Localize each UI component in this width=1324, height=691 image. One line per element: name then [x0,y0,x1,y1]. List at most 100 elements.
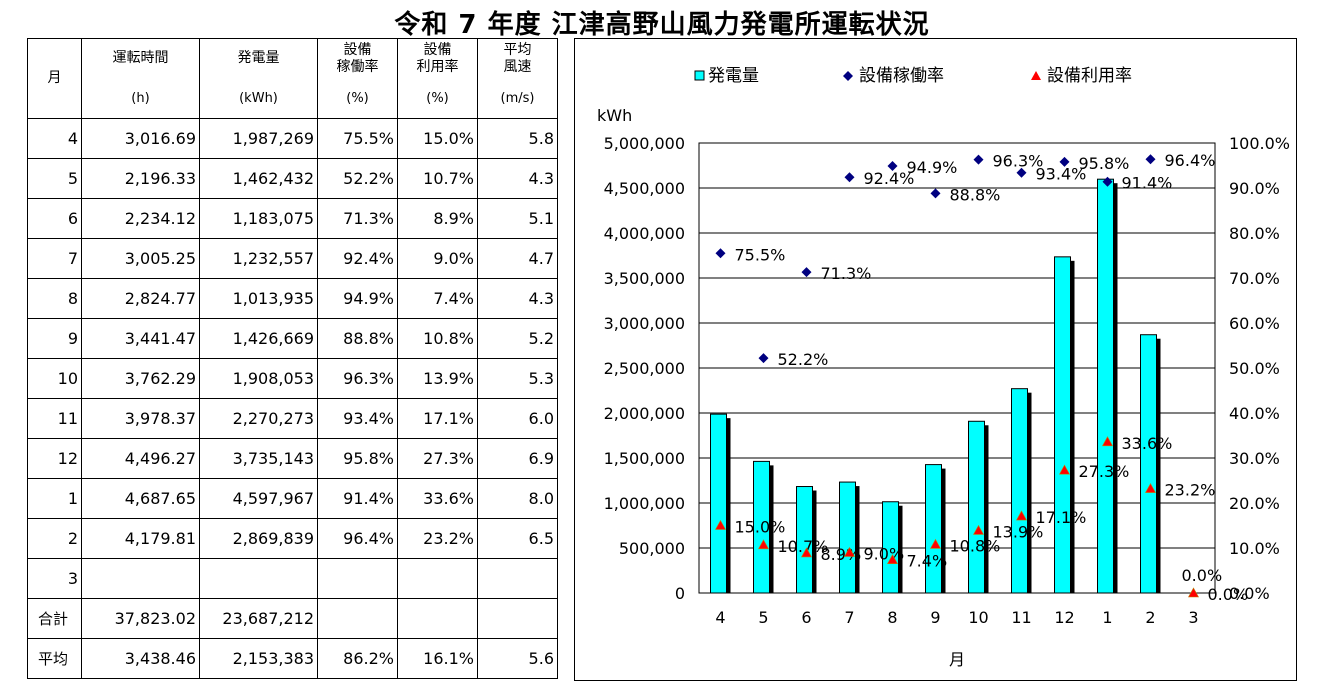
header-month: 月 [27,38,82,119]
cell-energy: 1,462,432 [199,158,318,199]
availability-data-label: 96.4% [1165,151,1216,170]
table-row: 9 3,441.47 1,426,669 88.8% 10.8% 5.2 [27,318,558,359]
cell-wind [477,558,558,599]
cell-availability: 96.3% [317,358,398,399]
cell-hours: 3,978.37 [81,398,200,439]
average-label: 平均 [27,638,82,679]
cell-hours: 3,762.29 [81,358,200,399]
y-axis-title: kWh [597,106,632,125]
table-row: 12 4,496.27 3,735,143 95.8% 27.3% 6.9 [27,438,558,479]
y-tick-label: 2,500,000 [604,359,685,378]
x-tick-label: 5 [758,608,768,627]
cell-month: 7 [27,238,82,279]
bar-6 [796,486,813,594]
unit-capacity: (%) [397,78,478,119]
cell-month: 2 [27,518,82,559]
availability-marker [758,353,769,364]
x-tick-label: 8 [887,608,897,627]
cell-capacity: 15.0% [397,118,478,159]
cell-month: 8 [27,278,82,319]
bar-10 [968,420,985,594]
y2-tick-label: 40.0% [1229,404,1280,423]
cell-wind: 6.5 [477,518,558,559]
cell-capacity: 10.8% [397,318,478,359]
capacity-data-label: 10.8% [950,536,1001,555]
capacity-marker [1058,464,1071,475]
bar-12 [1054,256,1071,594]
availability-marker [1059,156,1070,167]
capacity-data-label: 7.4% [907,552,948,571]
extra-data-label: 0.0% [1182,566,1223,585]
availability-marker [1016,167,1027,178]
cell-wind: 5.3 [477,358,558,399]
availability-data-label: 52.2% [778,350,829,369]
cell-month: 5 [27,158,82,199]
cell-capacity: 27.3% [397,438,478,479]
cell-month: 6 [27,198,82,239]
capacity-data-label: 8.9% [821,545,862,564]
cell-availability: 88.8% [317,318,398,359]
cell-availability: 96.4% [317,518,398,559]
cell-hours [81,558,200,599]
cell-capacity: 23.2% [397,518,478,559]
capacity-data-label: 17.1% [1036,508,1087,527]
cell-energy: 1,013,935 [199,278,318,319]
availability-marker [973,154,984,165]
cell-energy: 3,735,143 [199,438,318,479]
unit-availability: (%) [317,78,398,119]
cell-wind: 6.0 [477,398,558,439]
header-wind-line2: 風速 [503,58,532,75]
y2-tick-label: 30.0% [1229,449,1280,468]
cell-month: 10 [27,358,82,399]
capacity-marker [714,519,727,530]
header-hours: 運転時間 [81,38,200,78]
unit-energy: (kWh) [199,78,318,119]
y2-tick-label: 100.0% [1229,134,1290,153]
cell-capacity: 17.1% [397,398,478,439]
x-tick-label: 10 [968,608,988,627]
y2-tick-label: 70.0% [1229,269,1280,288]
capacity-marker [1144,482,1157,493]
total-label: 合計 [27,598,82,639]
legend-swatch-energy [694,70,705,81]
cell-energy: 1,183,075 [199,198,318,239]
cell-wind: 4.3 [477,158,558,199]
y2-tick-label: 20.0% [1229,494,1280,513]
cell-month: 12 [27,438,82,479]
cell-capacity: 8.9% [397,198,478,239]
cell-month: 9 [27,318,82,359]
table-row: 8 2,824.77 1,013,935 94.9% 7.4% 4.3 [27,278,558,319]
cell-hours: 4,496.27 [81,438,200,479]
availability-marker [715,248,726,259]
cell-capacity [397,558,478,599]
availability-data-label: 71.3% [821,264,872,283]
x-tick-label: 9 [930,608,940,627]
page-title: 令和 7 年度 江津高野山風力発電所運転状況 [394,10,930,40]
cell-availability: 71.3% [317,198,398,239]
cell-availability: 91.4% [317,478,398,519]
capacity-marker [800,547,813,558]
capacity-data-label: 23.2% [1165,481,1216,500]
cell-availability: 95.8% [317,438,398,479]
table-row: 4 3,016.69 1,987,269 75.5% 15.0% 5.8 [27,118,558,159]
y-tick-label: 2,000,000 [604,404,685,423]
header-availability: 設備 稼働率 [317,38,398,78]
chart-svg: 0 500,000 1,000,000 1,500,000 2,000,000 2,500… [597,66,1290,669]
availability-marker [930,188,941,199]
cell-hours: 3,005.25 [81,238,200,279]
cell-hours: 2,234.12 [81,198,200,239]
total-availability [317,598,398,639]
capacity-data-label: 33.6% [1122,434,1173,453]
average-wind: 5.6 [477,638,558,679]
cell-availability: 93.4% [317,398,398,439]
y-tick-label: 4,000,000 [604,224,685,243]
bar-11 [1011,388,1028,594]
cell-availability: 75.5% [317,118,398,159]
cell-hours: 3,016.69 [81,118,200,159]
x-tick-label: 7 [844,608,854,627]
cell-wind: 6.9 [477,438,558,479]
cell-availability: 94.9% [317,278,398,319]
cell-capacity: 7.4% [397,278,478,319]
x-axis-title: 月 [949,650,965,669]
capacity-marker [886,554,899,565]
